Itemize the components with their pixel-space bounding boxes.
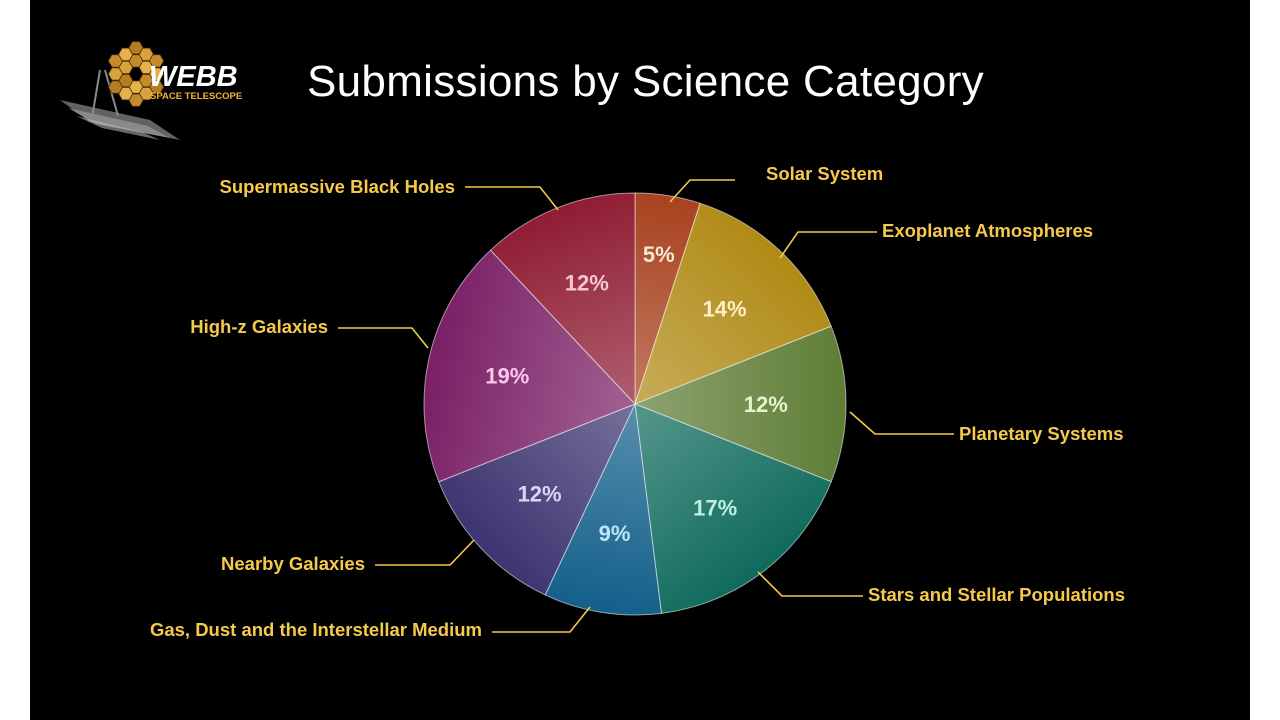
slice-value-label: 19% (485, 364, 529, 389)
logo-tagline: SPACE TELESCOPE (150, 91, 242, 102)
category-label: Exoplanet Atmospheres (882, 220, 1093, 241)
slice-value-label: 12% (565, 270, 609, 295)
category-label: Gas, Dust and the Interstellar Medium (150, 619, 482, 640)
pie-slice-high-z-galaxies (423, 249, 636, 483)
pie-slice-stars-and-stellar-populations (634, 403, 832, 614)
leader-line (375, 539, 475, 566)
telescope-mirror-icon (60, 41, 180, 140)
mirror-segment (148, 67, 165, 81)
slice-value-label: 9% (599, 521, 631, 546)
category-label: Nearby Galaxies (221, 553, 365, 574)
mirror-segment (148, 54, 165, 68)
slice-value-label: 12% (518, 482, 562, 507)
pie-chart (423, 192, 847, 616)
pie-slice-exoplanet-atmospheres (634, 202, 832, 405)
category-label: High-z Galaxies (190, 316, 328, 337)
pie-slice-planetary-systems (633, 325, 847, 483)
webb-logo: WEBB SPACE TELESCOPE (60, 41, 242, 140)
slice-value-label: 17% (693, 495, 737, 520)
slice-value-label: 5% (643, 242, 675, 267)
category-label: Solar System (766, 163, 883, 184)
category-label: Supermassive Black Holes (220, 176, 456, 197)
leader-lines (338, 179, 954, 633)
category-label: Stars and Stellar Populations (868, 584, 1125, 605)
slide: WEBB SPACE TELESCOPE 5% Solar System 14% Ex… (30, 0, 1250, 720)
pie-slice-supermassive-black-holes (489, 192, 636, 406)
pie-slice-gas-dust-and-the-interstellar-medium (544, 402, 663, 616)
leader-line (338, 327, 429, 349)
leader-line (779, 231, 877, 259)
slice-value-label: 12% (744, 392, 788, 417)
leader-line (849, 411, 954, 435)
mirror-segment (107, 80, 124, 94)
mirror-segment (107, 67, 124, 81)
slide-title: Submissions by Science Category (307, 57, 984, 106)
category-labels: 5% Solar System 14% Exoplanet Atmospheres 12… (150, 163, 1125, 640)
leader-line (492, 606, 591, 633)
slide-graphics: WEBB SPACE TELESCOPE 5% Solar System 14% Ex… (60, 41, 1125, 640)
leader-line (465, 186, 559, 211)
pie-slice-nearby-galaxies (438, 403, 636, 596)
category-label: Planetary Systems (959, 423, 1124, 444)
leader-line (757, 571, 863, 597)
logo-wordmark: WEBB (149, 61, 238, 93)
slice-value-label: 14% (703, 297, 747, 322)
leader-line (669, 179, 735, 203)
